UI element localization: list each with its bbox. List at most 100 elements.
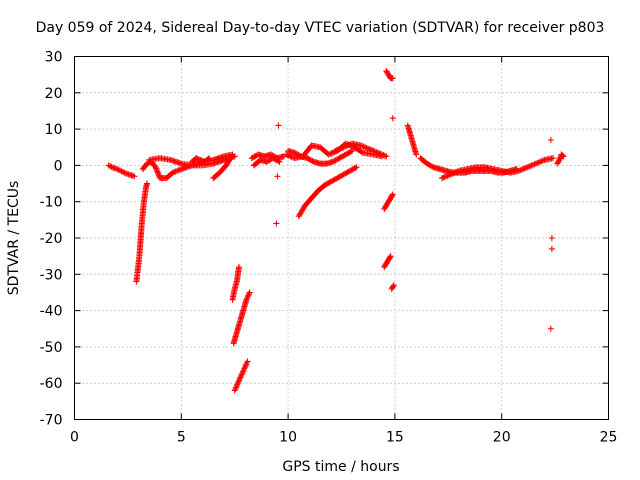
data-point-arc-22 xyxy=(514,168,521,175)
data-point-arc-02 xyxy=(143,181,150,188)
data-point-arc-22 xyxy=(530,161,537,168)
data-point-arc-15 xyxy=(356,142,363,149)
x-tick-label: 15 xyxy=(386,430,404,446)
data-point-arc-22 xyxy=(447,171,454,178)
plot-frame xyxy=(74,56,609,420)
data-point-arc-22 xyxy=(534,159,541,166)
data-point-arc-12 xyxy=(306,144,313,151)
data-point-arc-22 xyxy=(488,165,495,172)
data-point-arc-22 xyxy=(463,166,470,173)
data-point-arc-23 xyxy=(559,152,566,159)
data-point-arc-15 xyxy=(369,147,376,154)
data-point-arc-22 xyxy=(522,164,529,171)
data-point-arc-18 xyxy=(386,255,393,262)
data-point-arc-03 xyxy=(142,162,149,169)
data-point-arc-07 xyxy=(235,265,242,272)
data-point-arc-22 xyxy=(520,166,527,173)
data-point-arc-04 xyxy=(230,153,237,160)
data-point-arc-15 xyxy=(361,144,368,151)
y-tick-label: -40 xyxy=(40,304,63,320)
data-point-arc-08 xyxy=(233,330,240,337)
data-point-arc-22 xyxy=(518,166,525,173)
data-point-arc-22 xyxy=(527,163,534,170)
data-point-arc-13 xyxy=(303,154,310,161)
y-tick-label: 10 xyxy=(45,122,63,138)
data-point-arc-22 xyxy=(521,165,528,172)
data-point-arc-15 xyxy=(376,150,383,157)
data-point-arc-22 xyxy=(535,159,542,166)
data-point-arc-15 xyxy=(333,147,340,154)
data-point-arc-15 xyxy=(363,144,370,151)
data-point-arc-05 xyxy=(197,156,204,163)
data-point-arc-13 xyxy=(346,149,353,156)
data-point-arc-22 xyxy=(451,169,458,176)
data-point-arc-13 xyxy=(328,159,335,166)
data-point-arc-22 xyxy=(453,169,460,176)
data-point-arc-09 xyxy=(234,381,241,388)
data-point-arc-12 xyxy=(323,149,330,156)
data-point-arc-15 xyxy=(366,146,373,153)
data-point-arc-15 xyxy=(337,145,344,152)
data-point-arc-17 xyxy=(386,197,393,204)
data-point-arc-03 xyxy=(150,162,157,169)
data-point-arc-22 xyxy=(548,155,555,162)
data-point-arc-17 xyxy=(388,193,395,200)
data-point-arc-03 xyxy=(176,166,183,173)
data-point-arc-14 xyxy=(325,180,332,187)
data-point-arc-03 xyxy=(174,167,181,174)
data-point-arc-10 xyxy=(279,153,286,160)
data-point-isolated xyxy=(548,235,555,241)
data-point-arc-12 xyxy=(282,151,289,158)
data-point-arc-13 xyxy=(290,149,297,156)
data-point-arc-13 xyxy=(309,158,316,165)
data-point-arc-15 xyxy=(343,143,350,150)
data-point-arc-06 xyxy=(226,156,233,163)
data-point-arc-22 xyxy=(531,161,538,168)
y-tick-label: -20 xyxy=(40,231,63,247)
data-point-arc-14 xyxy=(344,169,351,176)
data-point-arc-08 xyxy=(246,290,253,297)
x-tick-label: 5 xyxy=(177,430,186,446)
data-point-arc-21 xyxy=(435,165,442,172)
data-point-arc-05 xyxy=(203,156,210,163)
data-point-arc-15 xyxy=(336,146,343,153)
data-point-arc-14 xyxy=(319,184,326,191)
data-point-arc-16 xyxy=(384,69,391,76)
data-point-arc-12 xyxy=(327,150,334,157)
data-point-arc-22 xyxy=(443,173,450,180)
data-point-arc-06 xyxy=(214,171,221,178)
data-point-arc-17 xyxy=(381,204,388,211)
x-tick-label: 10 xyxy=(279,430,297,446)
data-point-arc-22 xyxy=(448,170,455,177)
data-point-arc-09 xyxy=(243,359,250,366)
data-point-arc-13 xyxy=(333,156,340,163)
y-tick-label: -70 xyxy=(40,413,63,429)
data-point-arc-04 xyxy=(219,157,226,164)
data-point-arc-18 xyxy=(386,254,393,261)
data-point-arc-12 xyxy=(328,150,335,157)
data-point-isolated xyxy=(274,173,281,180)
axis-ticks: 0 5 10 15 20 25 -70 -60 -50 -40 -30 -20 -10 0 10 20 30 xyxy=(40,50,618,446)
data-point-arc-01 xyxy=(108,163,115,170)
data-point-isolated xyxy=(548,245,555,252)
data-point-arc-04 xyxy=(166,156,173,163)
data-point-arc-13 xyxy=(308,157,315,164)
data-point-arc-08 xyxy=(236,319,243,326)
x-tick-label: 25 xyxy=(600,430,618,446)
data-point-arc-01 xyxy=(107,163,114,170)
data-point-arc-22 xyxy=(454,168,461,175)
data-point-arc-14 xyxy=(331,176,338,183)
data-point-arc-17 xyxy=(384,201,391,208)
data-points xyxy=(105,68,567,394)
data-point-arc-14 xyxy=(300,205,307,212)
data-point-arc-22 xyxy=(440,174,447,181)
data-point-arc-22 xyxy=(450,170,457,177)
data-point-arc-15 xyxy=(339,144,346,151)
data-point-arc-03 xyxy=(167,171,174,178)
data-point-arc-15 xyxy=(383,153,390,160)
data-point-arc-22 xyxy=(539,157,546,164)
y-tick-label: -30 xyxy=(40,267,63,283)
data-point-arc-15 xyxy=(367,146,374,153)
data-point-arc-01 xyxy=(129,172,136,179)
y-tick-label: 0 xyxy=(54,158,63,174)
